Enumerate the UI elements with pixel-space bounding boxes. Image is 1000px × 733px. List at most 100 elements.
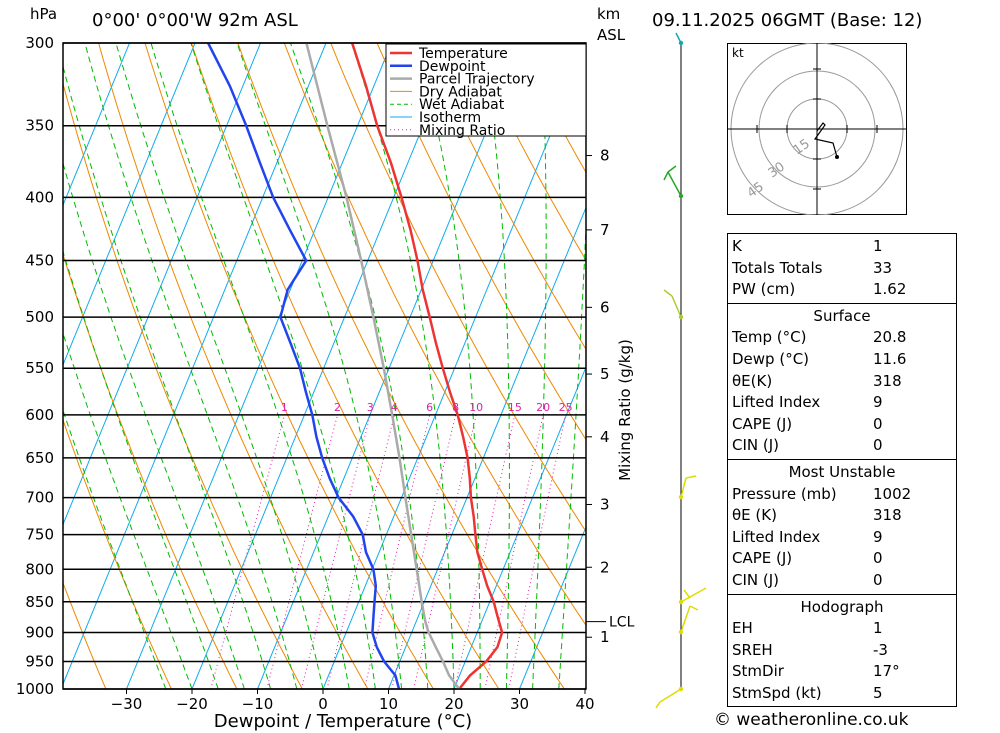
temp-tick-label: −10	[242, 695, 274, 713]
wind-barb-dot	[678, 494, 684, 500]
hodograph-value: 1	[873, 619, 883, 638]
pressure-tick-label: 650	[25, 449, 54, 467]
wet-adiabat-line	[150, 43, 350, 689]
dry-adiabat-line	[469, 43, 586, 262]
surface-value: 0	[873, 414, 883, 433]
pressure-tick-label: 700	[25, 489, 54, 507]
wind-barb-dot	[678, 629, 684, 635]
temp-tick-label: −20	[176, 695, 208, 713]
most-unstable-row: CIN (J) 0	[728, 570, 956, 592]
hodograph-row: StmSpd (kt) 5	[728, 683, 956, 705]
wet-adiabat-line	[63, 331, 193, 689]
hodograph-value: -3	[873, 640, 888, 659]
temp-tick-label: 10	[379, 695, 398, 713]
mixing-ratio-label: 2	[334, 401, 341, 414]
pressure-tick-label: 450	[25, 252, 54, 270]
legend-label-dry-adiabat: Dry Adiabat	[419, 84, 502, 100]
index-label: Totals Totals	[732, 258, 823, 277]
most-unstable-section: Most Unstable Pressure (mb) 1002 θE (K) 318…	[728, 458, 956, 594]
mixing-ratio-line	[266, 414, 338, 689]
isotherm-line	[63, 43, 196, 367]
most-unstable-value: 0	[873, 549, 883, 568]
index-label: PW (cm)	[732, 280, 796, 299]
mixing-ratio-label: 8	[452, 401, 459, 414]
wind-barb-dot	[678, 686, 684, 692]
wind-barb	[663, 289, 673, 297]
hodograph: kt 15 30 45	[727, 43, 907, 215]
wind-barb	[680, 605, 691, 633]
surface-label: CAPE (J)	[732, 414, 793, 433]
hodograph-row: SREH -3	[728, 640, 956, 662]
most-unstable-row: Lifted Index 9	[728, 527, 956, 549]
surface-section: Surface Temp (°C) 20.8 Dewp (°C) 11.6 θE(K) 3…	[728, 302, 956, 459]
pressure-tick-label: 550	[25, 359, 54, 377]
surface-label: θE(K)	[732, 371, 773, 390]
indices-table: K 1 Totals Totals 33 PW (cm) 1.62 Surface Tem…	[727, 233, 957, 708]
most-unstable-value: 9	[873, 527, 883, 546]
isotherm-line	[453, 365, 586, 689]
wind-barb	[663, 171, 669, 181]
most-unstable-label: θE (K)	[732, 506, 777, 525]
mixing-ratio-line	[326, 414, 395, 689]
surface-row: CAPE (J) 0	[728, 414, 956, 436]
index-row: Totals Totals 33	[728, 258, 956, 280]
pressure-tick-label: 900	[25, 623, 54, 641]
hodograph-unit: kt	[732, 46, 744, 60]
surface-value: 9	[873, 393, 883, 412]
temperature-profile	[351, 43, 504, 689]
index-value: 1	[873, 237, 883, 255]
indices-top-section: K 1 Totals Totals 33 PW (cm) 1.62	[728, 234, 956, 303]
surface-row: Temp (°C) 20.8	[728, 327, 956, 349]
mixing-ratio-label: 1	[281, 401, 288, 414]
most-unstable-label: CIN (J)	[732, 570, 780, 589]
dry-adiabat-line	[981, 43, 1000, 689]
index-label: K	[732, 237, 742, 255]
hodograph-label: EH	[732, 619, 753, 638]
surface-value: 318	[873, 371, 902, 390]
pressure-tick-label: 350	[25, 117, 54, 135]
temp-tick-label: 20	[444, 695, 463, 713]
index-value: 1.62	[873, 280, 907, 299]
dry-adiabat-line	[63, 581, 107, 689]
surface-label: CIN (J)	[732, 436, 780, 455]
legend-label-mixing-ratio: Mixing Ratio	[419, 123, 505, 139]
km-tick-label: 7	[600, 221, 610, 239]
wind-barb	[667, 165, 677, 173]
mixing-ratio-label: 10	[469, 401, 483, 414]
wind-barb-dot	[678, 599, 684, 605]
km-tick-label: 4	[600, 428, 610, 446]
surface-label: Temp (°C)	[732, 328, 807, 347]
copyright: © weatheronline.co.uk	[714, 710, 909, 730]
km-label: km	[597, 5, 621, 23]
hodograph-storm-motion	[835, 155, 839, 159]
isotherm-line	[126, 43, 392, 689]
hodograph-value: 17°	[873, 662, 900, 681]
most-unstable-title: Most Unstable	[788, 462, 896, 481]
pressure-tick-label: 750	[25, 526, 54, 544]
index-value: 33	[873, 258, 893, 277]
wind-barb	[655, 701, 661, 709]
wet-adiabat-line	[63, 408, 167, 689]
wind-barb	[680, 477, 687, 498]
most-unstable-label: Pressure (mb)	[732, 484, 837, 503]
wind-barb-dot	[678, 40, 684, 46]
most-unstable-value: 0	[873, 570, 883, 589]
x-axis-label: Dewpoint / Temperature (°C)	[214, 711, 472, 732]
surface-row: Lifted Index 9	[728, 392, 956, 414]
mixing-ratio-label: 3	[367, 401, 374, 414]
wind-profile	[655, 32, 707, 709]
surface-title: Surface	[813, 306, 871, 325]
pressure-tick-label: 600	[25, 406, 54, 424]
wind-barb	[683, 589, 691, 599]
legend-label-wet-adiabat: Wet Adiabat	[419, 97, 505, 113]
location-title: 0°00' 0°00'W 92m ASL	[92, 10, 298, 31]
wind-barb	[689, 605, 699, 611]
hodograph-label: SREH	[732, 640, 773, 659]
most-unstable-value: 1002	[873, 484, 912, 503]
pressure-tick-label: 850	[25, 593, 54, 611]
wind-barb	[671, 295, 682, 318]
lcl-label: LCL	[609, 615, 635, 631]
most-unstable-label: Lifted Index	[732, 527, 821, 546]
hodograph-label: StmSpd (kt)	[732, 683, 822, 702]
